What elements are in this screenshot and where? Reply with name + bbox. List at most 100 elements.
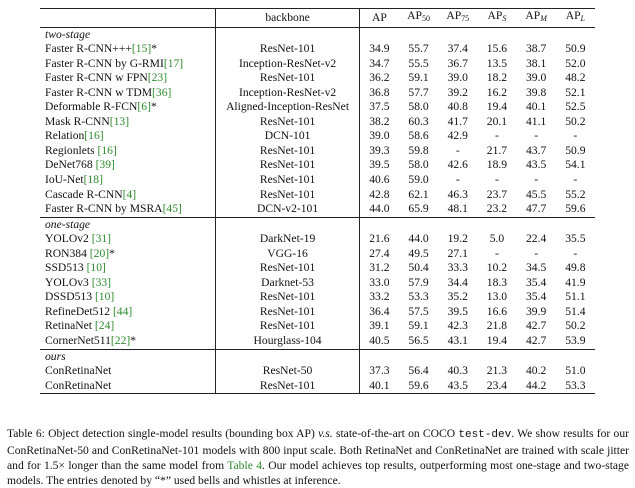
value-cell-ap: 37.5 [369, 100, 390, 114]
table-row: RON384 [20]* VGG-16 27.4 49.5 27.1- - - [40, 246, 595, 262]
value-cell-ap: 40.6 [369, 173, 390, 187]
method-name: RON384 [45, 246, 90, 260]
backbone-cell: ResNet-101 [215, 42, 360, 57]
section-empty-cell [359, 26, 399, 43]
section-backbone-cell [215, 26, 360, 43]
value-cell-apm: 40.1 [525, 100, 547, 114]
method-cell: Deformable R-FCN[6]* [40, 100, 217, 115]
value-cell-apl: 35.5 [565, 232, 586, 246]
caption-table-link[interactable]: Table 4 [227, 459, 262, 472]
method-name: DSSD513 [45, 290, 95, 304]
value-cell-ap50: 58.0 [408, 100, 429, 114]
value-cell-apl: 41.9 [565, 275, 586, 289]
table-row: DSSD513 [10] ResNet-101 33.2 53.3 35.2 13.0 35… [40, 290, 595, 305]
value-cell-apl: 50.2 [565, 114, 586, 128]
citation-link[interactable]: [23] [147, 71, 168, 85]
section-label: one-stage [40, 216, 217, 233]
citation-link[interactable]: [36] [152, 85, 172, 99]
backbone-cell: DCN-101 [215, 129, 360, 144]
value-cell-ap50: 65.9 [408, 202, 429, 216]
method-cell: RetinaNet [24] [40, 319, 217, 335]
value-cell-apm: 42.7 [525, 334, 547, 348]
value-cell-ap75: 27.1 [447, 246, 468, 260]
value-cell-ap50: 59.6 [398, 378, 439, 395]
backbone-cell: ResNet-101 [215, 261, 360, 276]
value-cell-ap: 27.4 [369, 246, 390, 260]
value-cell-ap75: 34.4 [447, 275, 468, 289]
citation-link[interactable]: [16] [97, 143, 117, 157]
value-cell-ap: 34.9 [369, 42, 390, 56]
method-cell: Cascade R-CNN[4] [40, 187, 217, 203]
value-cell-apl: 55.2 [565, 187, 586, 201]
value-cell-ap: 38.2 [369, 114, 390, 128]
value-cell-ap75: 40.3 [447, 364, 468, 378]
backbone-cell: ResNet-101 [215, 173, 360, 188]
citation-link[interactable]: [18] [83, 173, 103, 187]
value-cell-ap75: 37.4 [447, 42, 468, 56]
citation-link[interactable]: [10] [86, 261, 106, 275]
value-cell-aps: 18.3 [486, 275, 508, 289]
method-name: YOLOv3 [45, 275, 92, 289]
citation-link[interactable]: [20] [89, 246, 110, 260]
citation-link[interactable]: [22] [110, 334, 131, 348]
header-ap50: AP50 [398, 8, 439, 28]
value-cell-ap75: 33.3 [447, 261, 468, 275]
value-cell-ap50: 59.1 [408, 319, 429, 333]
citation-link[interactable]: [33] [91, 275, 112, 289]
method-name: Faster R-CNN+++ [45, 42, 132, 56]
method-cell: YOLOv2 [31] [40, 232, 217, 247]
section-empty-cell [516, 216, 556, 233]
method-cell: IoU-Net[18] [40, 173, 217, 188]
citation-link[interactable]: [15] [131, 42, 152, 56]
section-header-row: two-stage [40, 26, 595, 43]
table-row: ConRetinaNet ResNet-50 37.3 56.4 40.3 21.3 40.… [40, 364, 595, 379]
method-name: Faster R-CNN w FPN [45, 71, 148, 85]
citation-link[interactable]: [10] [94, 290, 115, 304]
value-cell-apl: 50.9 [565, 42, 586, 56]
citation-link[interactable]: [45] [162, 202, 182, 216]
method-name: ConRetinaNet [45, 364, 112, 378]
citation-link[interactable]: [13] [109, 114, 130, 128]
table-row: DeNet768 [39] ResNet-101 39.5 58.0 42.6 18.9 4… [40, 158, 595, 174]
table-row: YOLOv3 [33] Darknet-53 33.0 57.9 34.4 18.3 35.… [40, 275, 595, 291]
citation-link[interactable]: [4] [122, 187, 137, 201]
value-cell-apl: 52.5 [565, 100, 586, 114]
bells-whistles-marker: * [130, 334, 137, 348]
value-cell-ap50: 49.5 [408, 246, 429, 260]
value-cell-apm: - [534, 246, 539, 260]
value-cell-ap75: 43.1 [447, 334, 468, 348]
value-cell-apm: 34.5 [525, 261, 547, 275]
citation-link[interactable]: [24] [94, 319, 115, 333]
value-cell-apl: 51.4 [565, 304, 586, 318]
value-cell-apl: - [573, 173, 578, 187]
table-row: Relation[16] DCN-101 39.0 58.6 42.9- - - [40, 129, 595, 144]
table-body: two-stage Faster R-CNN+++[15] * ResNet-101 3… [40, 26, 595, 395]
header-method [40, 8, 217, 28]
citation-link[interactable]: [6] [137, 100, 151, 114]
method-name: RetinaNet [45, 319, 95, 333]
caption-code: test-dev [458, 429, 512, 441]
caption-text: state-of-the-art on COCO [332, 427, 459, 440]
value-cell-aps: 18.9 [486, 158, 508, 172]
value-cell-aps: 19.4 [486, 100, 508, 114]
citation-link[interactable]: [17] [163, 56, 184, 70]
results-table: backbone AP AP50 AP75 APS APM APL two-st… [40, 8, 595, 395]
value-cell-ap75: 39.0 [447, 71, 468, 85]
value-cell-ap: 39.5 [369, 158, 390, 172]
citation-link[interactable]: [39] [95, 158, 115, 172]
value-cell-apm: 40.2 [525, 364, 547, 378]
citation-link[interactable]: [31] [91, 232, 112, 246]
method-cell: Faster R-CNN by G-RMI[17] [40, 56, 217, 72]
value-cell-apl: 59.6 [565, 202, 586, 216]
method-name: Faster R-CNN by G-RMI [45, 56, 164, 70]
value-cell-ap50: 55.5 [408, 56, 429, 70]
value-cell-ap75: 43.5 [438, 378, 478, 395]
section-empty-cell [555, 348, 595, 365]
value-cell-ap: 39.1 [369, 319, 390, 333]
citation-link[interactable]: [16] [84, 129, 104, 143]
section-empty-cell [516, 348, 556, 365]
backbone-cell: DCN-v2-101 [215, 202, 360, 218]
value-cell-ap: 36.2 [369, 71, 390, 85]
method-name: CornerNet511 [45, 334, 111, 348]
citation-link[interactable]: [44] [112, 304, 133, 318]
